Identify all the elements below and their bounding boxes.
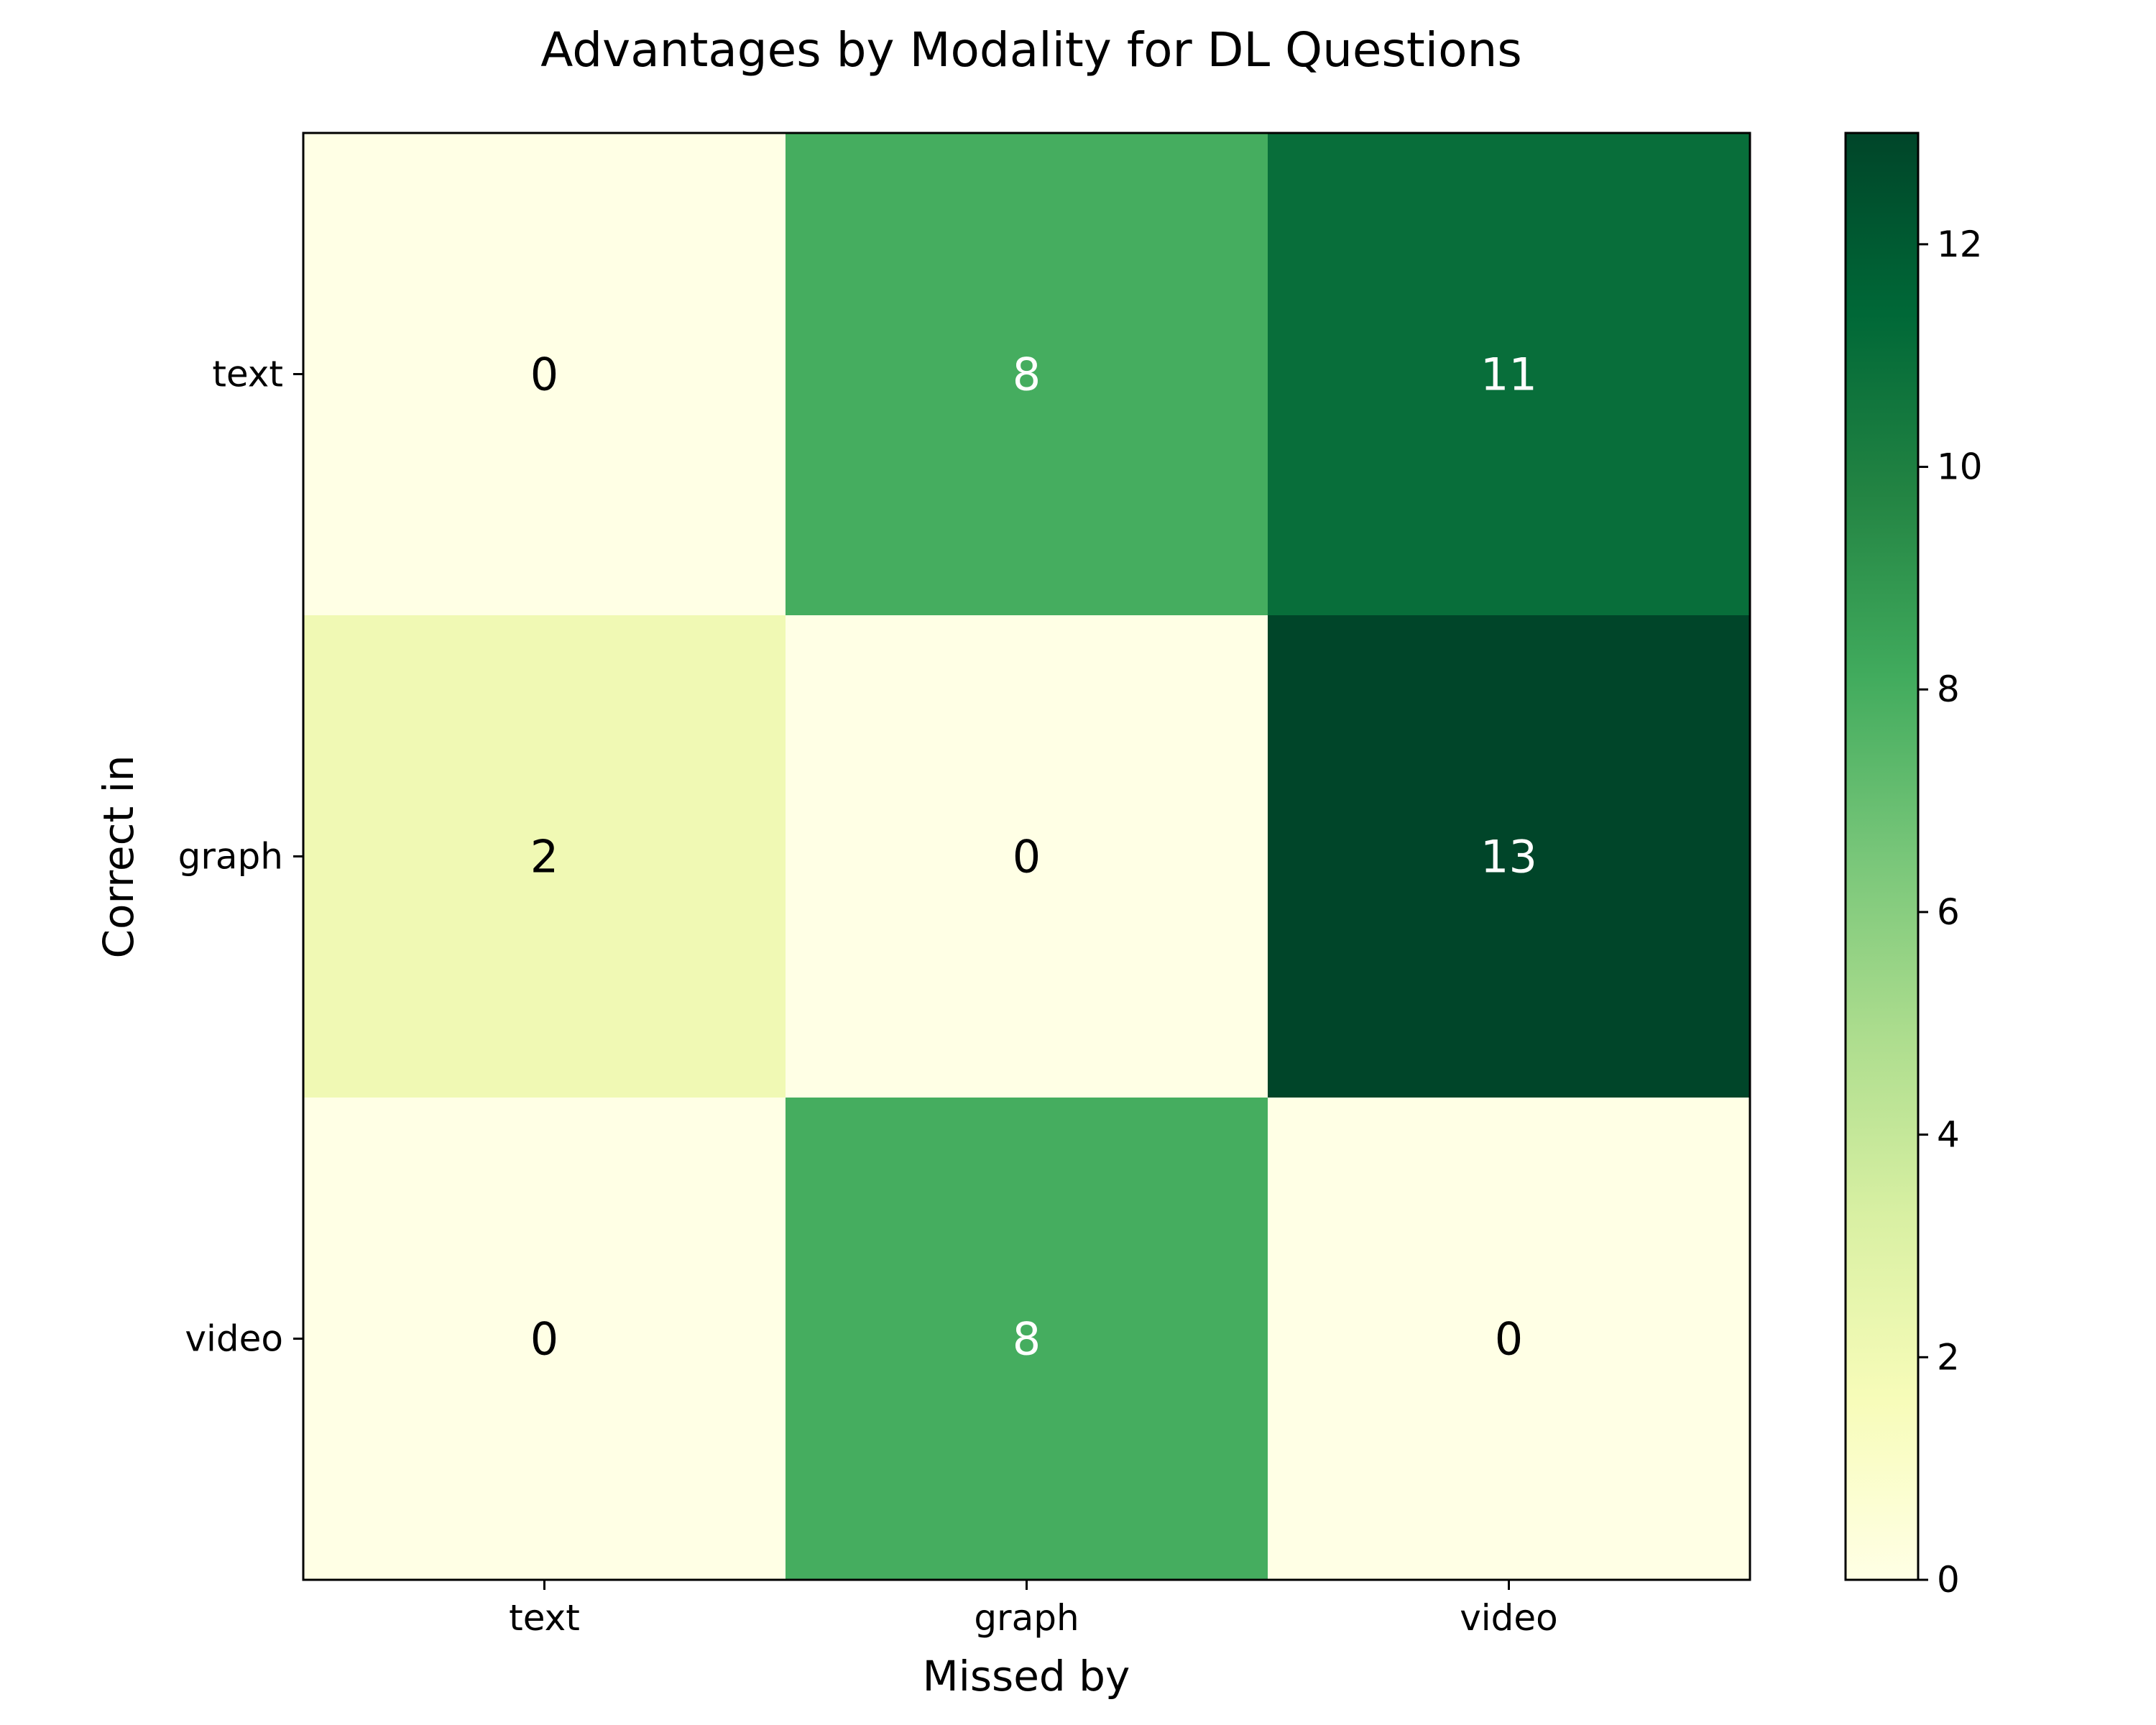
heatmap-cell-graph-graph [786,615,1268,1098]
cell-value-label: 11 [1480,349,1537,401]
colorbar-tick-label: 12 [1937,224,1983,265]
heatmap-cells [303,133,1751,1581]
y-axis-label: Correct in [94,755,143,958]
cell-value-label: 2 [530,831,558,883]
heatmap-cell-text-video [1268,133,1751,616]
cell-value-labels: 0 8 11 2 0 13 0 8 0 [530,349,1537,1366]
heatmap-cell-video-text [303,1098,786,1581]
chart-title: Advantages by Modality for DL Questions [540,22,1521,78]
cell-value-label: 0 [530,349,558,401]
heatmap-cell-video-video [1268,1098,1751,1581]
heatmap-cell-graph-text [303,615,786,1098]
heatmap-cell-graph-video [1268,615,1751,1098]
cell-value-label: 8 [1013,1313,1041,1366]
colorbar-tick-label: 4 [1937,1114,1960,1156]
colorbar-ticks: 0 2 4 6 8 10 12 [1918,224,1983,1601]
x-tick-label: graph [974,1597,1079,1639]
y-tick-label: text [212,354,283,395]
colorbar-tick-label: 8 [1937,668,1960,710]
y-axis-ticks: text graph video [178,354,303,1360]
cell-value-label: 8 [1013,349,1041,401]
heatmap-cell-text-text [303,133,786,616]
cell-value-label: 0 [1013,831,1041,883]
colorbar-tick-label: 0 [1937,1559,1960,1601]
cell-value-label: 13 [1480,831,1537,883]
colorbar-tick-label: 2 [1937,1336,1960,1378]
heatmap-cell-video-graph [786,1098,1268,1581]
cell-value-label: 0 [1495,1313,1523,1366]
x-axis-label: Missed by [923,1652,1130,1701]
cell-value-label: 0 [530,1313,558,1366]
y-tick-label: graph [178,836,283,878]
x-axis-ticks: text graph video [509,1580,1558,1639]
colorbar-tick-label: 10 [1937,446,1983,488]
y-tick-label: video [185,1318,283,1360]
colorbar-tick-label: 6 [1937,891,1960,933]
x-tick-label: video [1460,1597,1558,1639]
x-tick-label: text [509,1597,580,1639]
heatmap-cell-text-graph [786,133,1268,616]
colorbar [1844,132,1920,1581]
